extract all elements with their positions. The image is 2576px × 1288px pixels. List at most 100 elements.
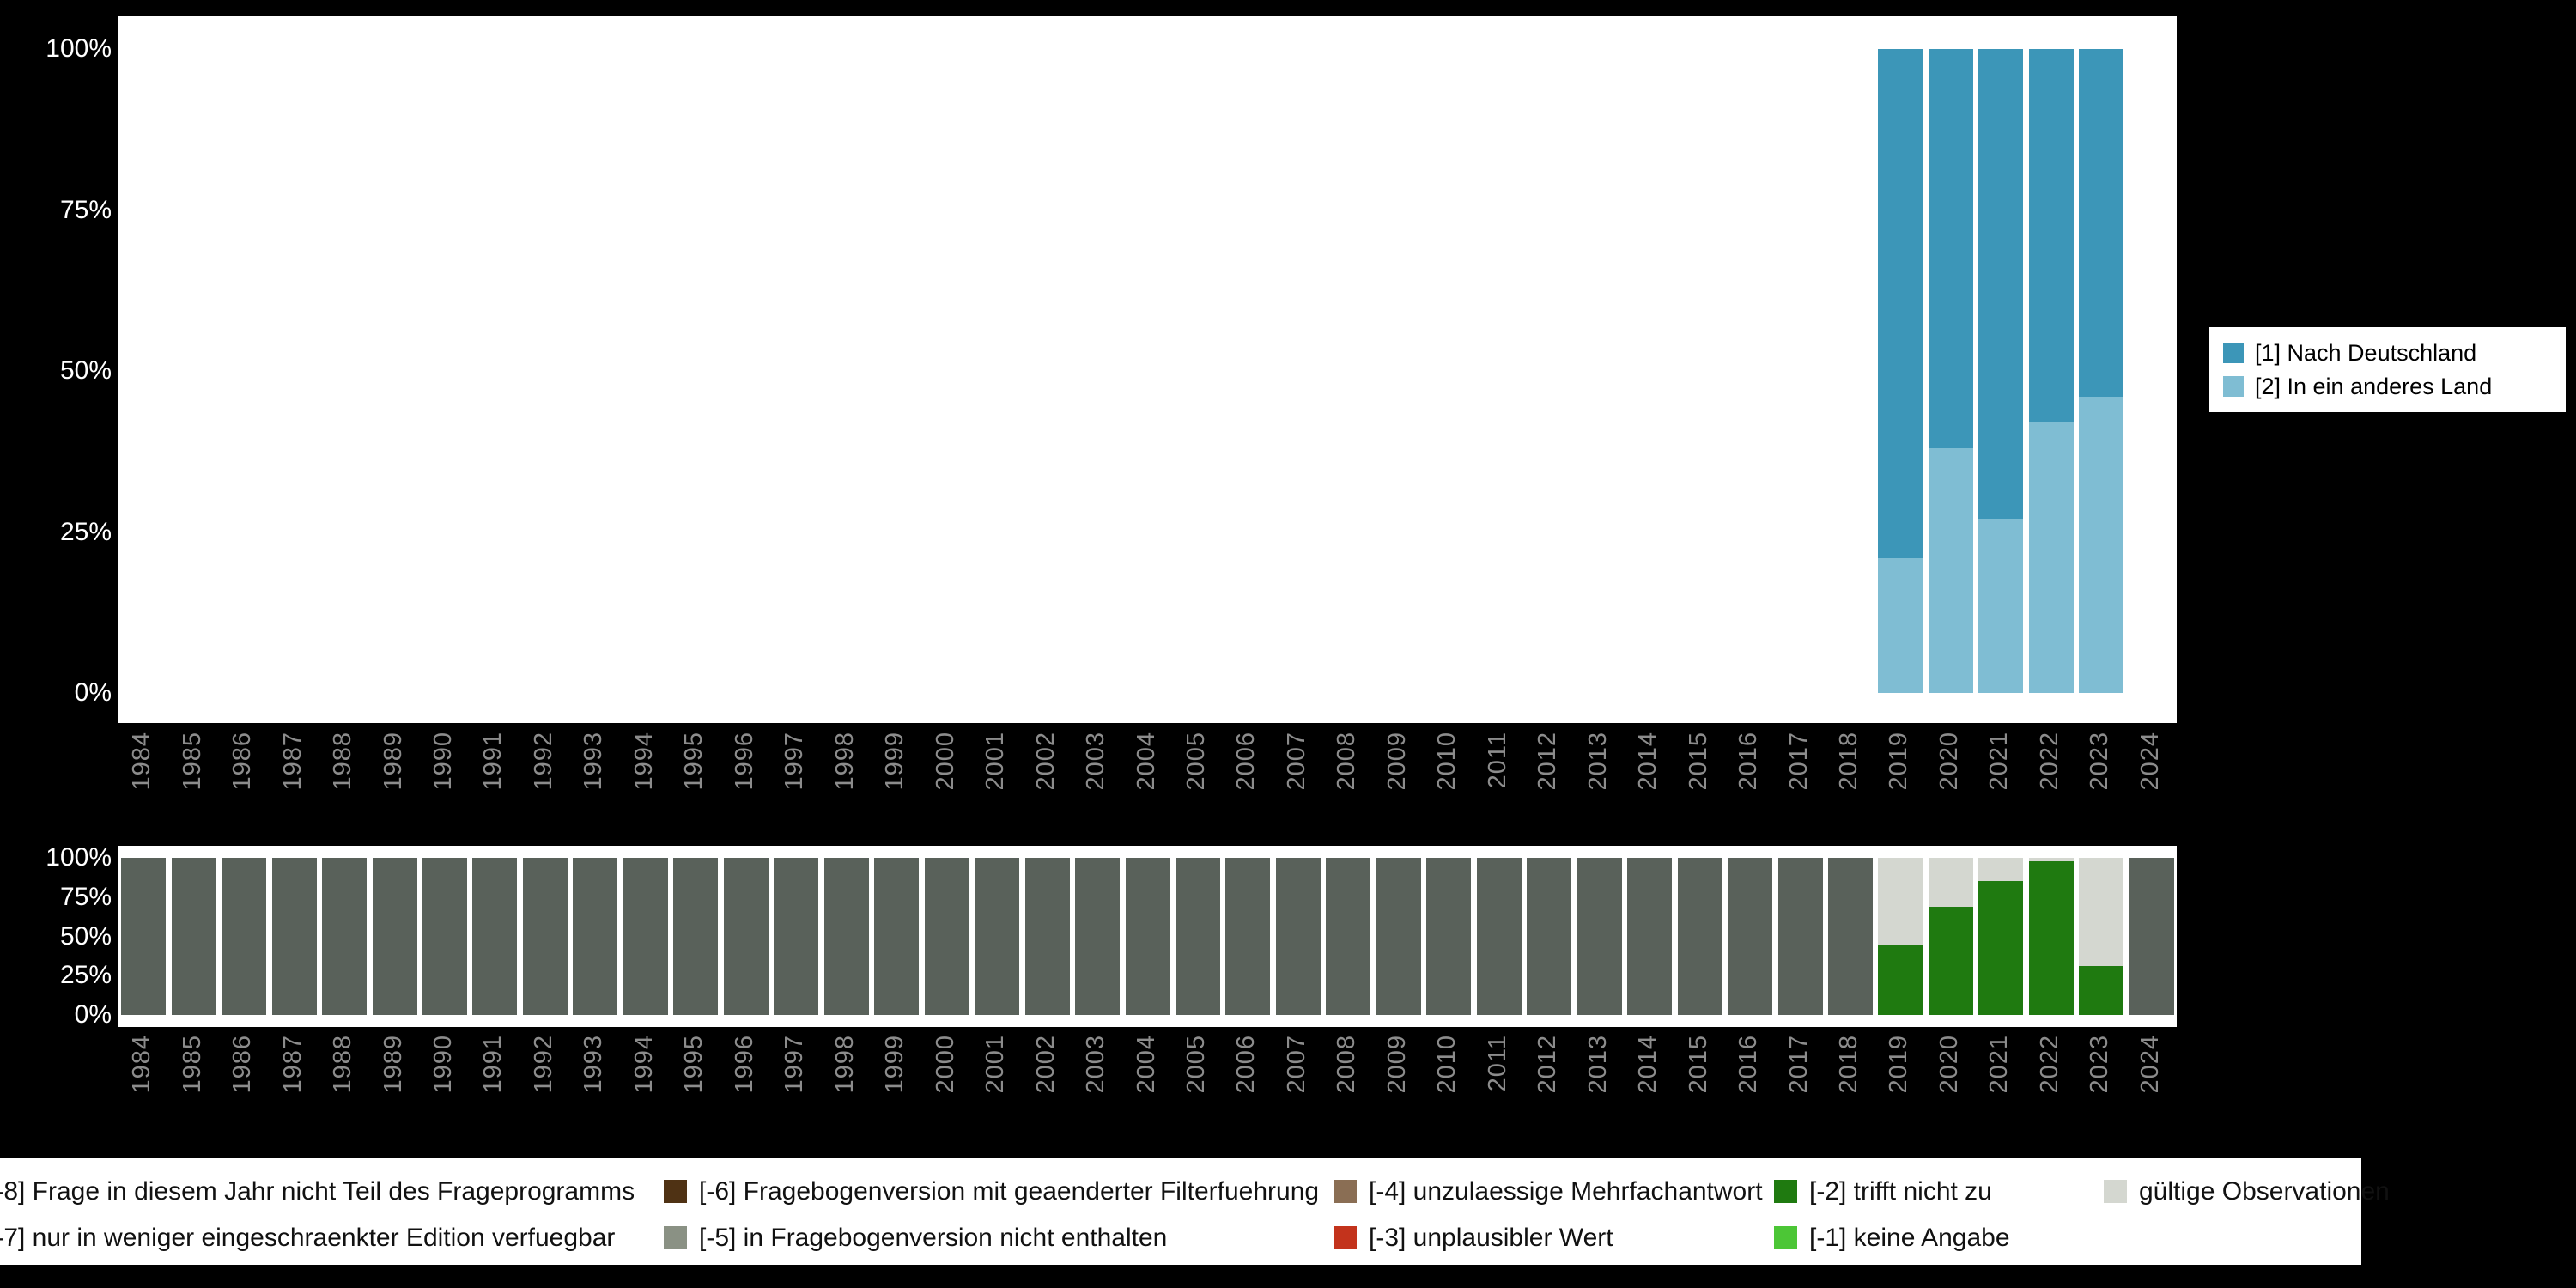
bar-segment [924, 858, 969, 1015]
bar-segment [222, 858, 267, 1015]
bottom-legend: [-8] Frage in diesem Jahr nicht Teil des… [0, 1158, 2390, 1265]
bar-segment [673, 858, 719, 1015]
x-tick-label-lower: 2000 [931, 1035, 959, 1094]
x-tick-label-upper: 1984 [128, 732, 156, 791]
x-tick-label-lower: 2020 [1935, 1035, 1963, 1094]
legend-key-swatch [1774, 1180, 1797, 1203]
legend-item-label: [-8] Frage in diesem Jahr nicht Teil des… [0, 1177, 635, 1206]
bar-segment [975, 858, 1020, 1015]
bar-segment [1326, 858, 1371, 1015]
bar-segment [1978, 881, 2024, 1015]
x-tick-label-upper: 2017 [1784, 732, 1813, 791]
bar-segment [1024, 858, 1070, 1015]
legend-item-label: [1] Nach Deutschland [2255, 339, 2477, 366]
x-tick-label-lower: 1999 [881, 1035, 909, 1094]
x-tick-label-upper: 1992 [529, 732, 557, 791]
x-tick-label-lower: 2014 [1634, 1035, 1662, 1094]
x-tick-label-upper: 2006 [1232, 732, 1261, 791]
bar-segment [1878, 49, 1923, 558]
x-tick-label-lower: 1987 [278, 1035, 307, 1094]
x-tick-label-lower: 2022 [2035, 1035, 2063, 1094]
x-tick-label-lower: 2008 [1333, 1035, 1361, 1094]
x-tick-label-upper: 2016 [1735, 732, 1763, 791]
x-tick-label-lower: 1984 [128, 1035, 156, 1094]
bar-segment [1125, 858, 1170, 1015]
bar-segment [2079, 49, 2124, 397]
right-legend: [1] Nach Deutschland [2] In ein anderes … [2209, 327, 2566, 412]
x-tick-label-upper: 2014 [1634, 732, 1662, 791]
y-tick-label-upper: 0% [74, 678, 112, 707]
x-tick-label-lower: 1990 [429, 1035, 457, 1094]
bar-segment [1075, 858, 1121, 1015]
x-tick-label-upper: 1999 [881, 732, 909, 791]
y-tick-label-upper: 75% [59, 195, 112, 224]
x-tick-label-lower: 1989 [379, 1035, 407, 1094]
x-tick-label-upper: 2005 [1182, 732, 1210, 791]
x-tick-label-lower: 2019 [1885, 1035, 1913, 1094]
y-tick-label-upper: 25% [59, 517, 112, 546]
bar-segment [1928, 49, 1973, 448]
x-tick-label-lower: 2002 [1031, 1035, 1060, 1094]
x-tick-label-upper: 2010 [1433, 732, 1461, 791]
y-tick-label-lower: 100% [46, 843, 112, 872]
x-tick-label-upper: 2002 [1031, 732, 1060, 791]
bar-segment [573, 858, 618, 1015]
x-tick-label-upper: 2023 [2086, 732, 2114, 791]
x-tick-label-upper: 1998 [830, 732, 859, 791]
bar-segment [171, 858, 216, 1015]
x-tick-label-upper: 2012 [1534, 732, 1562, 791]
bar-segment [1175, 858, 1220, 1015]
x-tick-label-lower: 2017 [1784, 1035, 1813, 1094]
x-tick-label-upper: 2011 [1483, 732, 1511, 789]
x-tick-label-lower: 1996 [730, 1035, 758, 1094]
bar-segment [1476, 858, 1522, 1015]
legend-key-swatch [664, 1180, 687, 1203]
x-tick-label-lower: 2007 [1282, 1035, 1310, 1094]
bar-segment [271, 858, 317, 1015]
y-tick-label-upper: 100% [46, 34, 112, 63]
x-tick-label-lower: 1993 [580, 1035, 608, 1094]
legend-item-label: [-1] keine Angabe [1809, 1224, 2010, 1252]
x-tick-label-upper: 2008 [1333, 732, 1361, 791]
bar-segment [1928, 858, 1973, 907]
x-tick-label-upper: 1988 [329, 732, 357, 791]
bar-segment [422, 858, 467, 1015]
bar-segment [1275, 858, 1321, 1015]
x-tick-label-upper: 2009 [1382, 732, 1411, 791]
x-tick-label-lower: 2011 [1483, 1035, 1511, 1092]
x-tick-label-lower: 2010 [1433, 1035, 1461, 1094]
x-tick-label-upper: 2007 [1282, 732, 1310, 791]
x-tick-label-lower: 1991 [479, 1035, 507, 1094]
bar-segment [1577, 858, 1622, 1015]
bar-segment [623, 858, 668, 1015]
bar-segment [723, 858, 769, 1015]
legend-item-label: [-2] trifft nicht zu [1809, 1177, 1992, 1206]
x-tick-label-upper: 2003 [1082, 732, 1110, 791]
legend-item: [1] Nach Deutschland [2223, 340, 2566, 367]
x-tick-label-lower: 1992 [529, 1035, 557, 1094]
x-tick-label-lower: 1994 [629, 1035, 658, 1094]
x-tick-label-lower: 1986 [228, 1035, 257, 1094]
bar-segment [1978, 49, 2024, 519]
bar-segment [2028, 860, 2074, 1015]
bar-segment [823, 858, 869, 1015]
bar-segment [1627, 858, 1673, 1015]
x-tick-label-upper: 1997 [781, 732, 809, 791]
bar-segment [2028, 422, 2074, 693]
x-tick-label-upper: 1987 [278, 732, 307, 791]
x-tick-label-upper: 1985 [178, 732, 206, 791]
legend-item-label: [2] In ein anderes Land [2255, 373, 2493, 399]
legend-key-swatch [1334, 1226, 1357, 1249]
x-tick-label-upper: 1994 [629, 732, 658, 791]
bar-segment [1928, 906, 1973, 1015]
legend-key-swatch [1334, 1180, 1357, 1203]
bar-segment [1928, 448, 1973, 693]
x-tick-label-upper: 2024 [2136, 732, 2164, 791]
x-tick-label-lower: 2015 [1684, 1035, 1712, 1094]
bar-segment [472, 858, 518, 1015]
x-tick-label-lower: 2001 [981, 1035, 1010, 1094]
x-tick-label-upper: 1996 [730, 732, 758, 791]
bar-segment [2129, 858, 2174, 1015]
x-tick-label-upper: 2020 [1935, 732, 1963, 791]
x-tick-label-lower: 2006 [1232, 1035, 1261, 1094]
